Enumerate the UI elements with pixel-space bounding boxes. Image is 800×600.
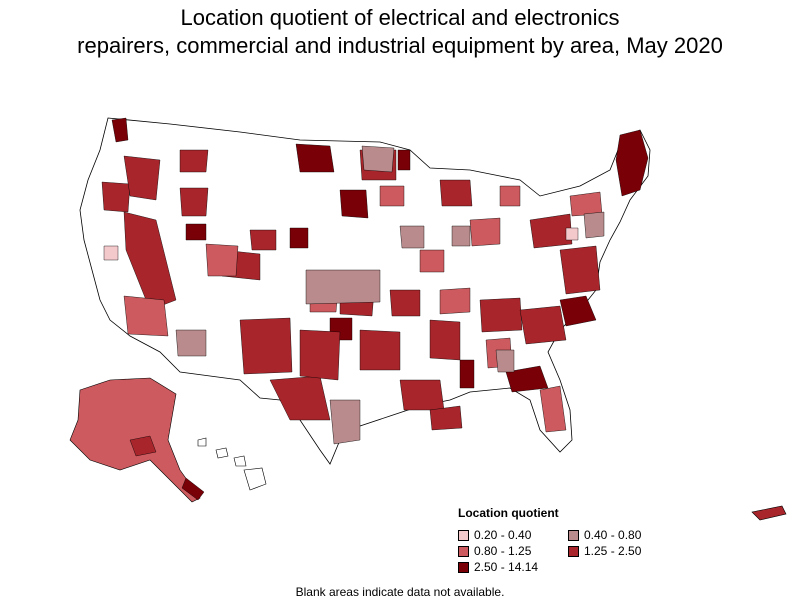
title-line-1: Location quotient of electrical and elec… — [180, 5, 620, 30]
legend-item-0-80-1-25: 0.80 - 1.25 — [458, 544, 568, 558]
alaska — [69, 377, 205, 503]
legend-swatch — [458, 561, 469, 573]
legend-swatch — [568, 529, 579, 541]
hawaii — [197, 437, 267, 491]
footnote: Blank areas indicate data not available. — [295, 585, 505, 599]
legend-label: 0.40 - 0.80 — [584, 528, 642, 542]
legend-item-1-25-2-50: 1.25 - 2.50 — [568, 544, 678, 558]
regions-0-40-0-80 — [175, 145, 605, 445]
legend-item-2-50-14-14: 2.50 - 14.14 — [458, 560, 568, 574]
legend: Location quotient 0.20 - 0.40 0.40 - 0.8… — [458, 506, 678, 574]
legend-label: 1.25 - 2.50 — [584, 544, 642, 558]
legend-swatch — [458, 545, 469, 557]
title-line-2: repairers, commercial and industrial equ… — [77, 33, 723, 58]
legend-swatch — [568, 545, 579, 557]
legend-label: 2.50 - 14.14 — [474, 560, 539, 574]
puerto-rico — [751, 505, 787, 521]
legend-item-0-40-0-80: 0.40 - 0.80 — [568, 528, 678, 542]
regions-0-20-0-40 — [103, 227, 579, 261]
regions-2-50-14-14 — [111, 117, 649, 393]
legend-item-0-20-0-40: 0.20 - 0.40 — [458, 528, 568, 542]
legend-title: Location quotient — [458, 506, 559, 520]
legend-swatch — [458, 529, 469, 541]
legend-label: 0.80 - 1.25 — [474, 544, 532, 558]
regions-1-25-2-50 — [101, 149, 601, 431]
regions-0-80-1-25 — [123, 185, 603, 433]
map-title: Location quotient of electrical and elec… — [0, 4, 800, 60]
legend-label: 0.20 - 0.40 — [474, 528, 532, 542]
